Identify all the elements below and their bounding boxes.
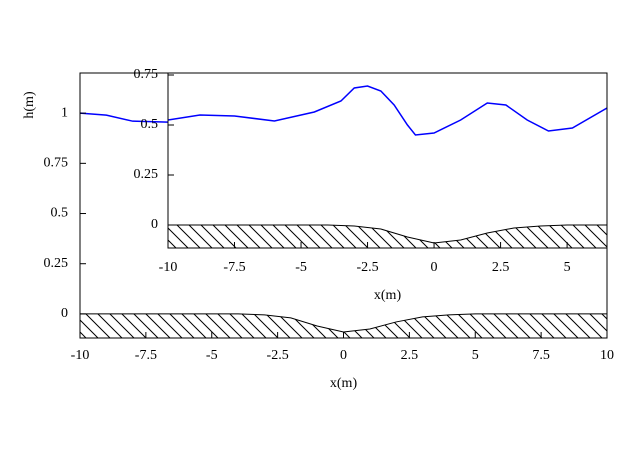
- bed-fill: [168, 225, 607, 248]
- bed-outline: [80, 313, 607, 333]
- plot-area: [168, 85, 607, 248]
- x-tick-label: 0: [340, 348, 347, 363]
- y-tick-label: 1: [61, 105, 68, 120]
- x-axis-label: x(m): [330, 376, 358, 391]
- y-tick-label: 0.5: [141, 117, 159, 132]
- x-tick-label: 2.5: [401, 348, 419, 363]
- x-tick-label: 2.5: [492, 260, 510, 275]
- x-tick-label: -2.5: [267, 348, 289, 363]
- x-tick-label: 5: [564, 260, 571, 275]
- y-tick-label: 0: [151, 217, 158, 232]
- x-tick-label: -5: [295, 260, 307, 275]
- x-tick-label: 5: [472, 348, 479, 363]
- y-axis-label: h(m): [22, 91, 37, 119]
- y-tick-label: 0: [61, 306, 68, 321]
- y-tick-label: 0.75: [134, 67, 159, 82]
- x-tick-label: -2.5: [356, 260, 378, 275]
- x-tick-label: 0: [431, 260, 438, 275]
- x-tick-label: -10: [159, 260, 178, 275]
- y-tick-label: 0.5: [51, 206, 69, 221]
- x-tick-label: 7.5: [532, 348, 550, 363]
- x-axis-label: x(m): [374, 288, 402, 303]
- data-line: [168, 85, 607, 136]
- y-tick-label: 0.25: [44, 256, 69, 271]
- y-tick-label: 0.25: [134, 167, 159, 182]
- x-tick-label: 10: [600, 348, 614, 363]
- plot-area: [80, 112, 607, 338]
- plot-background: [168, 73, 607, 248]
- bed-fill: [80, 313, 607, 338]
- bed-outline: [168, 224, 607, 244]
- plot-frame: [167, 72, 608, 249]
- data-line: [80, 112, 169, 123]
- x-tick-label: -7.5: [135, 348, 157, 363]
- x-tick-label: -7.5: [223, 260, 245, 275]
- x-tick-label: -10: [71, 348, 90, 363]
- x-tick-label: -5: [206, 348, 218, 363]
- y-tick-label: 0.75: [44, 156, 69, 171]
